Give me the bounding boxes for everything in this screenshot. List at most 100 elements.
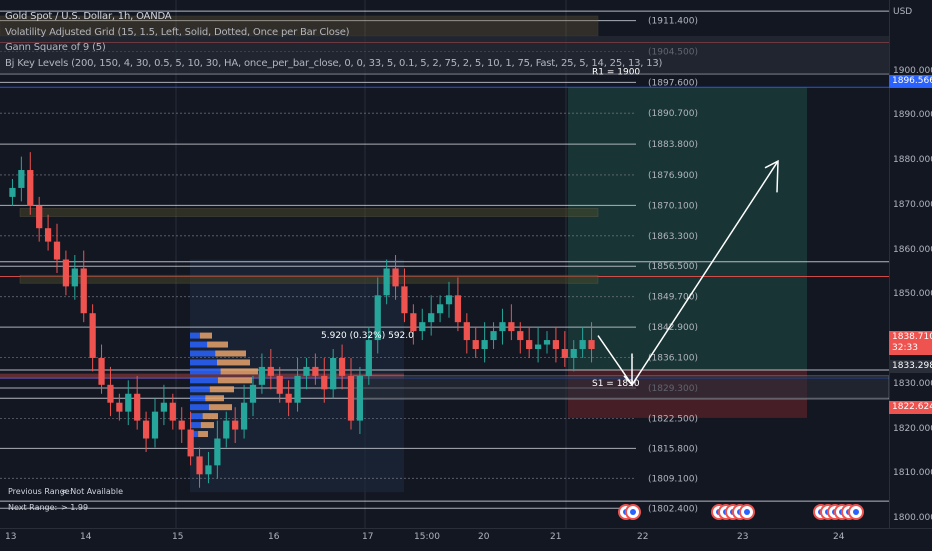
grid-level-label: (1802.400) — [648, 504, 698, 514]
grid-level-label: (1911.400) — [648, 17, 698, 27]
volume-profile-bar — [190, 395, 206, 402]
candle-body — [125, 393, 132, 412]
grid-level-label: (1822.500) — [648, 414, 698, 424]
indicator-band — [0, 36, 889, 74]
level-tag: 1833.298 — [889, 360, 932, 373]
candle-body — [303, 366, 310, 376]
candle-body — [27, 170, 34, 206]
time-tick-label: 15 — [172, 532, 184, 542]
currency-label: USD — [893, 7, 913, 17]
current-price-value: 1838.710 — [892, 332, 932, 342]
candle-body — [517, 331, 524, 341]
candle-body — [151, 411, 159, 439]
time-tick-label: 21 — [550, 532, 562, 542]
grid-level-label: (1809.100) — [648, 474, 698, 484]
candle-body — [187, 429, 194, 457]
grid-level-label: (1863.300) — [648, 232, 698, 242]
volume-profile-bar — [190, 341, 208, 348]
candle-body — [80, 268, 87, 314]
time-tick-label: 22 — [637, 532, 649, 542]
volume-profile-bar — [190, 332, 200, 339]
previous-range: Previous Range: < Not Available — [8, 487, 123, 496]
arrow-head — [764, 159, 779, 193]
price-tick-label: 1880.000 — [893, 155, 932, 166]
volume-profile-bar — [190, 404, 209, 411]
candle-body — [401, 286, 408, 314]
indicator-volatility-grid[interactable]: Volatility Adjusted Grid (15, 1.5, Left,… — [5, 26, 350, 38]
chart-legend: Gold Spot / U.S. Dollar, 1h, OANDA Volat… — [5, 9, 662, 71]
candle-body — [543, 340, 551, 345]
volume-profile-bar — [200, 422, 214, 429]
candle-body — [472, 340, 479, 350]
time-tick-label: 24 — [833, 532, 845, 542]
candle-body — [347, 375, 355, 421]
candle-body — [160, 402, 168, 412]
top-level-tag: 1896.566 — [889, 75, 932, 88]
candle-body — [312, 366, 319, 376]
grid-level-label: (1890.700) — [648, 109, 698, 119]
time-tick-label: 15:00 — [414, 532, 440, 542]
next-range-value: > 1.99 — [61, 503, 89, 512]
volume-profile-bar — [205, 395, 224, 402]
volume-profile-bar — [198, 431, 208, 438]
time-tick-label: 17 — [362, 532, 374, 542]
economic-event-icon — [744, 509, 750, 515]
candle-body — [330, 357, 337, 390]
time-tick-label: 13 — [5, 532, 17, 542]
supply-zone — [19, 274, 599, 284]
indicator-bj-key-levels[interactable]: Bj Key Levels (200, 150, 4, 30, 0.5, 5, … — [5, 57, 663, 69]
volume-profile-bar — [190, 350, 216, 357]
time-tick-label: 16 — [268, 532, 280, 542]
price-axis[interactable] — [889, 0, 932, 528]
candle-body — [71, 268, 78, 287]
candle-body — [508, 322, 515, 332]
candle-body — [196, 456, 203, 475]
grid-level-label: (1849.700) — [648, 293, 698, 303]
time-axis[interactable] — [0, 528, 932, 551]
candle-body — [205, 465, 212, 475]
low-level-tag: 1822.624 — [889, 401, 932, 414]
grid-level-label: (1842.900) — [648, 323, 698, 333]
price-tick-label: 1900.000 — [893, 65, 932, 76]
candle-body — [89, 313, 96, 358]
volume-profile-bar — [217, 359, 250, 366]
candle-body — [445, 295, 453, 305]
candle-body — [356, 375, 364, 421]
symbol-title[interactable]: Gold Spot / U.S. Dollar, 1h, OANDA — [5, 11, 172, 22]
previous-range-value: < Not Available — [61, 487, 124, 496]
candle-body — [561, 349, 568, 358]
measure-label: 5.920 (0.32%) 592.0 — [321, 331, 414, 341]
candle-body — [419, 322, 426, 332]
candle-body — [526, 340, 533, 350]
indicator-gann-square[interactable]: Gann Square of 9 (5) — [5, 42, 106, 53]
candle-body — [223, 420, 230, 439]
grid-level-label: (1815.800) — [648, 444, 698, 454]
candle-body — [53, 241, 61, 260]
price-tick-label: 1890.000 — [893, 110, 932, 121]
candle-body — [18, 170, 25, 188]
volume-profile-bar — [215, 350, 246, 357]
candle-body — [107, 384, 114, 403]
current-price-tag: 1838.710 32:33 — [889, 331, 932, 355]
candle-body — [454, 295, 462, 323]
candle-body — [267, 366, 274, 376]
time-tick-label: 20 — [478, 532, 490, 542]
grid-level-label: (1897.600) — [648, 78, 698, 88]
candle-body — [338, 357, 346, 376]
candle-body — [392, 268, 399, 287]
candle-body — [588, 340, 595, 350]
next-range: Next Range: > 1.99 — [8, 503, 88, 512]
candle-body — [499, 322, 506, 332]
volume-profile-bar — [190, 422, 201, 429]
candle-body — [374, 295, 381, 341]
candle-body — [276, 375, 283, 394]
candle-body — [98, 357, 105, 385]
candle-body — [36, 205, 43, 229]
candle-body — [249, 384, 257, 403]
grid-level-label: (1870.100) — [648, 201, 698, 211]
candle-body — [490, 331, 497, 341]
candle-body — [534, 344, 542, 350]
time-tick-label: 14 — [80, 532, 92, 542]
candle-body — [258, 366, 266, 385]
